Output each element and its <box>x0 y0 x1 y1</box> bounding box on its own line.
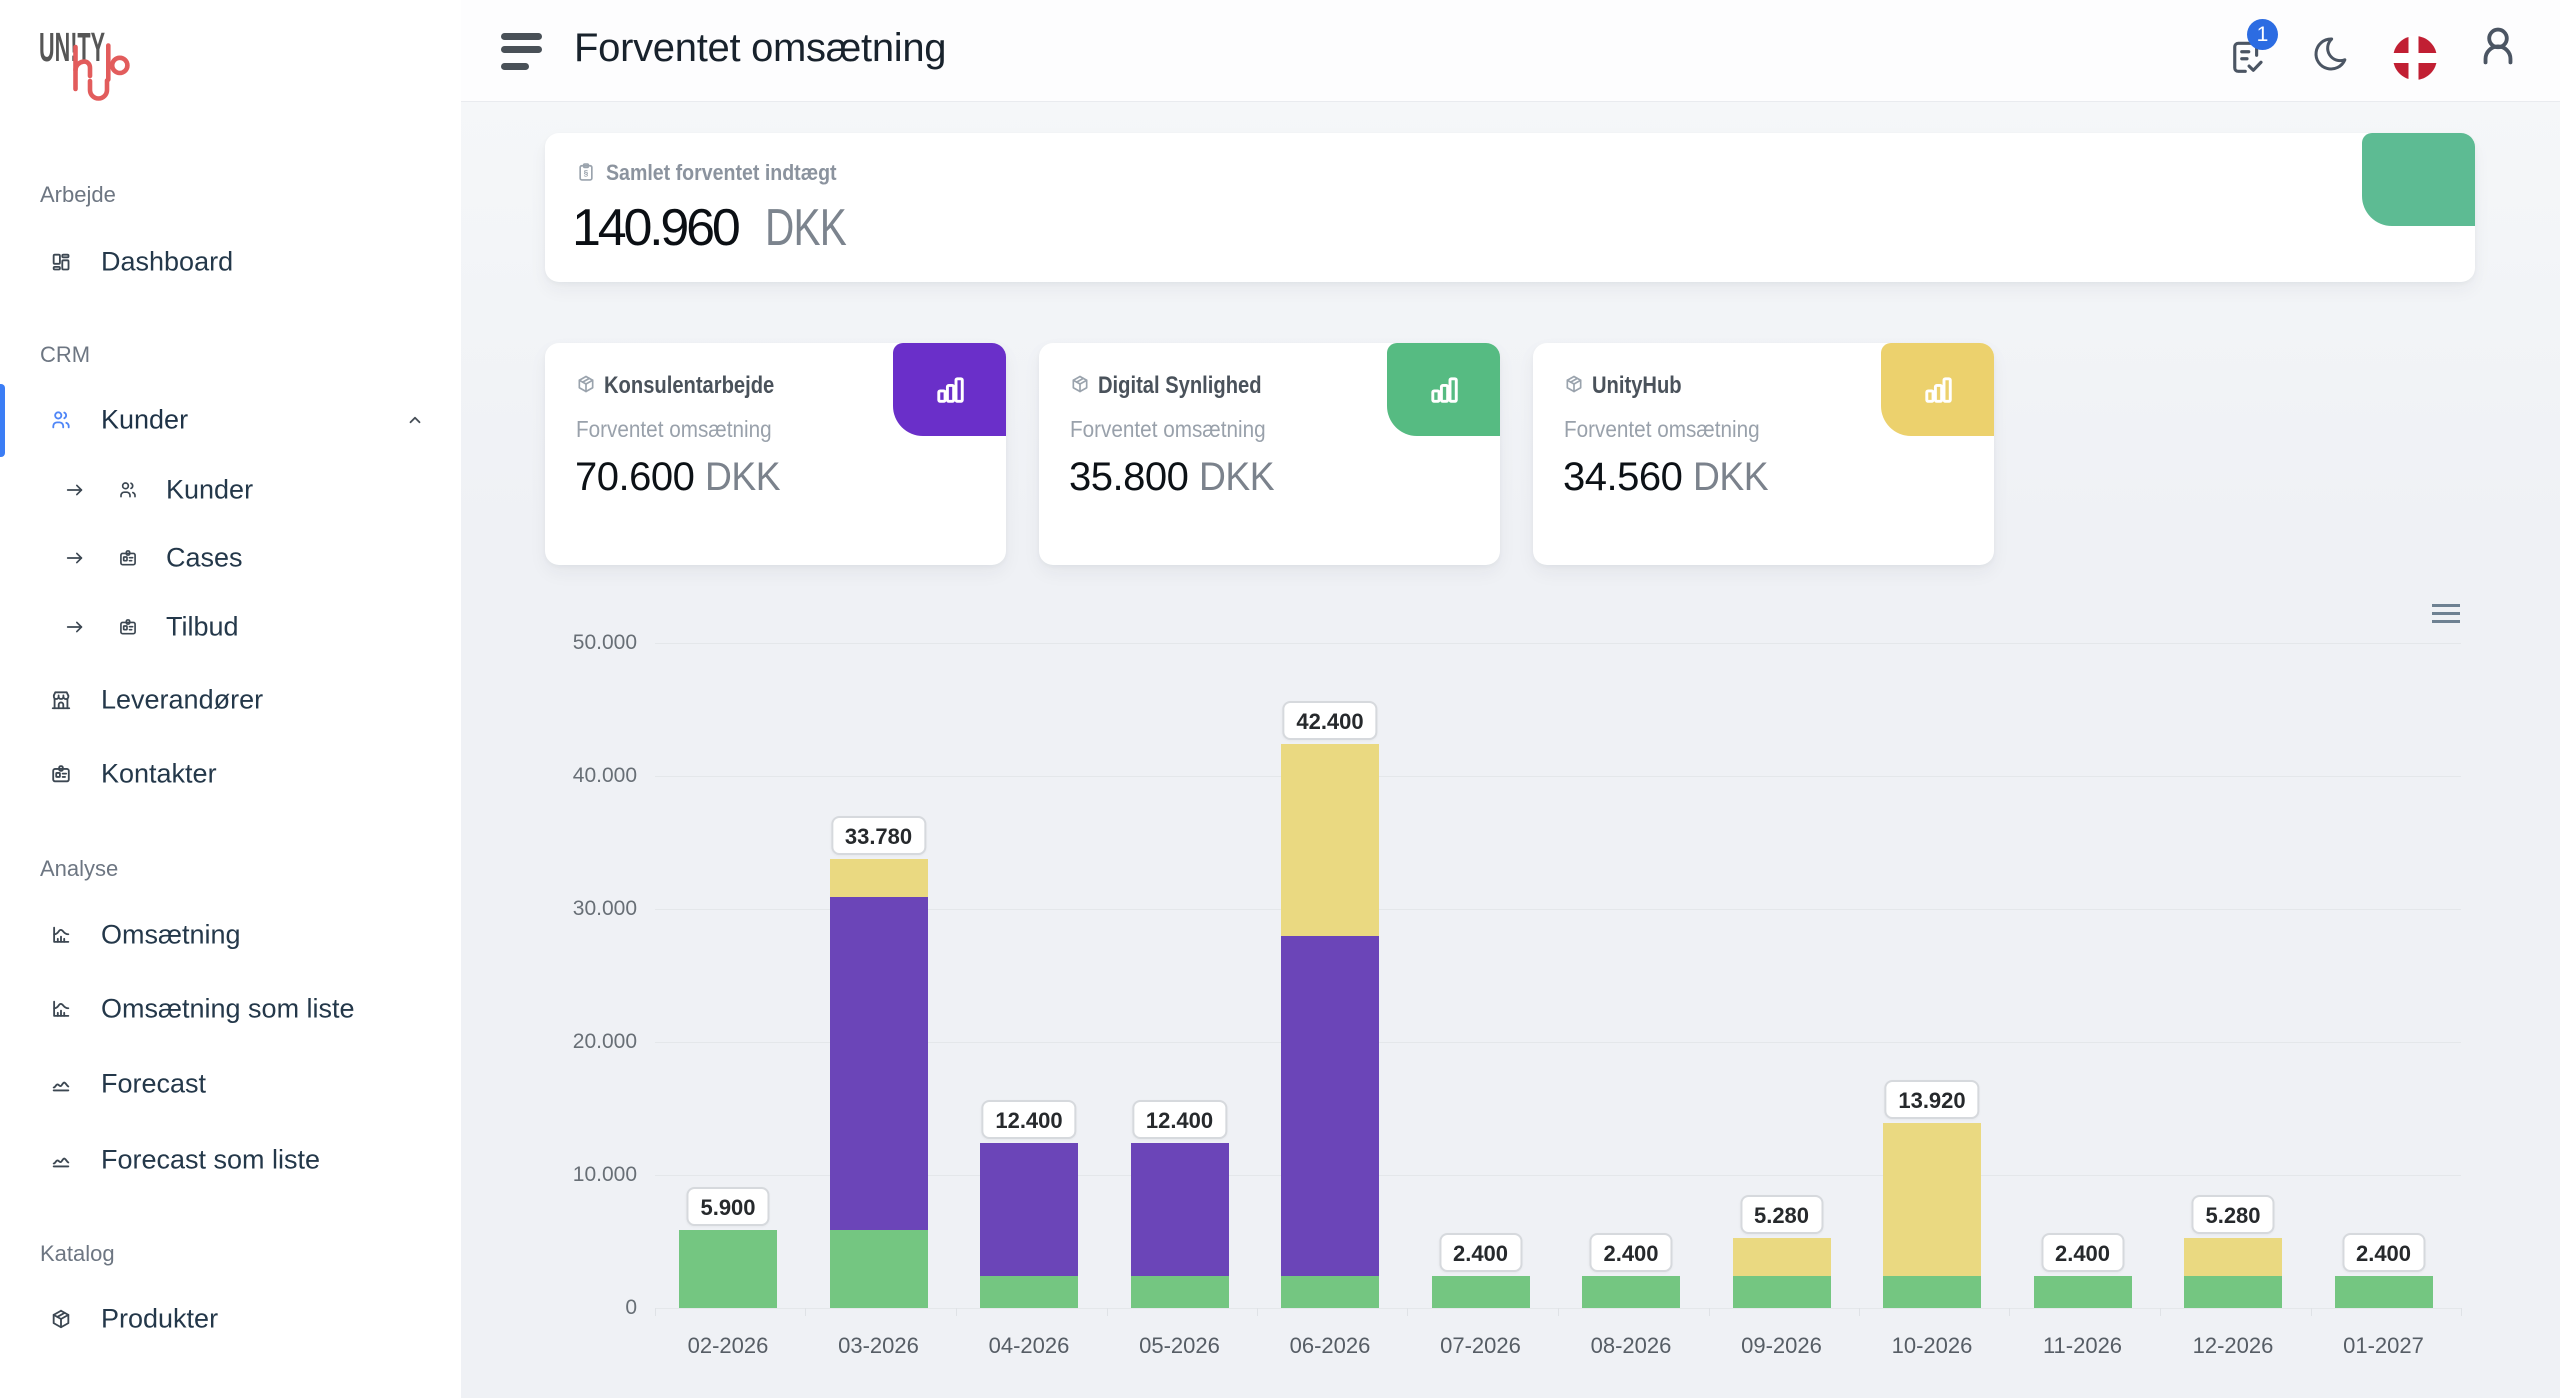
svg-text:UN!TY: UN!TY <box>39 24 105 70</box>
svg-text:§: § <box>584 168 589 178</box>
